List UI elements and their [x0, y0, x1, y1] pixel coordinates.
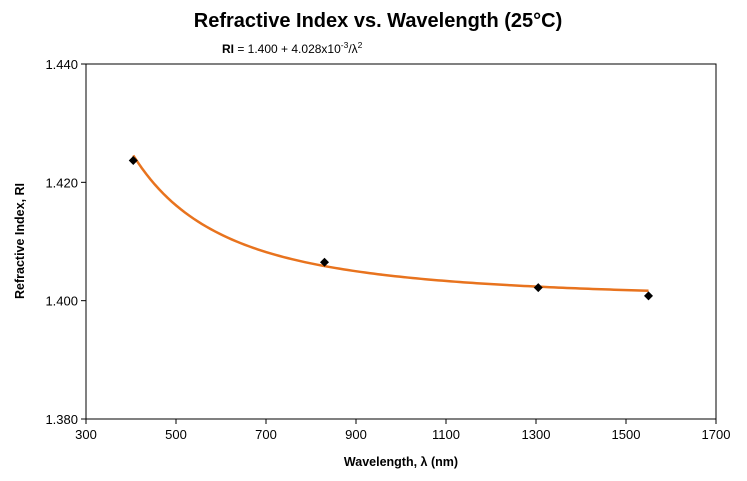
plot-area	[85, 63, 717, 420]
fit-equation: RI = 1.400 + 4.028x10-3/λ2	[222, 40, 363, 56]
x-tick-label: 1700	[702, 427, 731, 442]
data-point	[644, 291, 653, 301]
data-points	[128, 155, 653, 301]
x-tick-label: 300	[75, 427, 97, 442]
fit-equation-body: = 1.400 + 4.028x10	[234, 42, 341, 56]
x-tick-label: 500	[165, 427, 187, 442]
fit-equation-lhs: RI	[222, 42, 234, 56]
x-tick-label: 1500	[612, 427, 641, 442]
y-tick-label: 1.420	[45, 175, 78, 190]
y-tick-label: 1.400	[45, 294, 78, 309]
chart-title: Refractive Index vs. Wavelength (25°C)	[194, 10, 563, 32]
x-tick-label: 1300	[522, 427, 551, 442]
fit-equation-exponent: -3	[341, 40, 349, 50]
data-point	[533, 283, 543, 293]
y-axis-label: Refractive Index, RI	[13, 183, 27, 299]
x-axis-label: Wavelength, λ (nm)	[344, 455, 458, 469]
data-point	[128, 155, 138, 165]
x-axis: 300 500 700 900 1100 1300 1500 1700	[75, 419, 730, 442]
x-tick-label: 700	[255, 427, 277, 442]
y-axis: 1.380 1.400 1.420 1.440	[45, 57, 86, 427]
x-tick-label: 1100	[432, 427, 460, 442]
fit-equation-power: 2	[358, 40, 363, 50]
data-point	[320, 257, 329, 267]
x-tick-label: 900	[345, 427, 367, 442]
y-tick-label: 1.380	[45, 412, 78, 427]
fit-curve	[132, 154, 649, 292]
fit-equation-rest: /λ	[348, 42, 357, 56]
y-tick-label: 1.440	[45, 57, 78, 72]
